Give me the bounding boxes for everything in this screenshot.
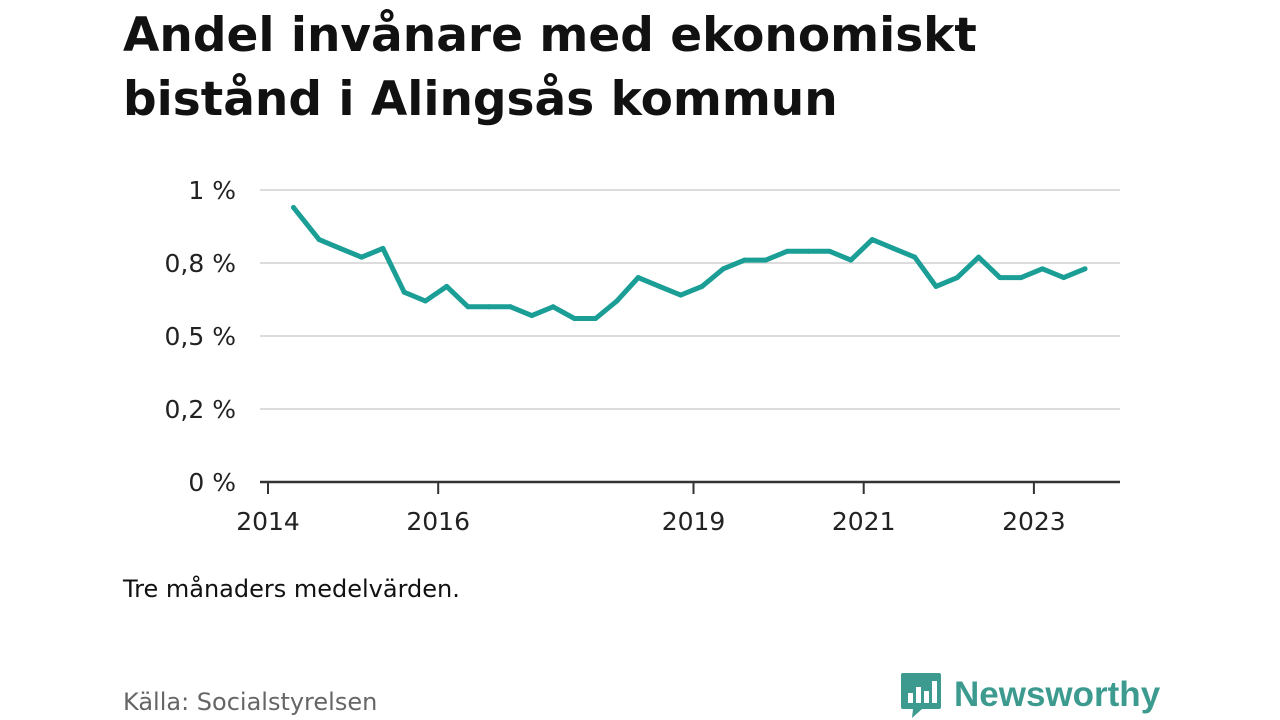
data-point xyxy=(465,304,471,310)
bar-chart-bubble-icon xyxy=(901,673,941,718)
x-tick-label: 2021 xyxy=(832,507,896,536)
x-tick-label: 2023 xyxy=(1002,507,1066,536)
y-axis-labels: 0 % 0,2 % 0,5 % 0,8 % 1 % xyxy=(165,176,236,497)
data-point xyxy=(508,304,514,310)
x-axis xyxy=(260,480,1120,494)
data-point xyxy=(444,283,450,289)
data-point xyxy=(805,248,811,254)
x-tick-label: 2016 xyxy=(406,507,470,536)
chart-title-line-2: bistånd i Alingsås kommun xyxy=(123,72,838,127)
data-point xyxy=(550,304,556,310)
data-point xyxy=(656,283,662,289)
y-tick-label: 0,2 % xyxy=(165,395,236,424)
data-point xyxy=(763,257,769,263)
y-tick-label: 0 % xyxy=(188,468,236,497)
data-point xyxy=(359,254,365,260)
source-credit: Källa: Socialstyrelsen xyxy=(123,688,378,716)
y-tick-label: 1 % xyxy=(188,176,236,205)
data-point xyxy=(1039,266,1045,272)
data-point xyxy=(699,283,705,289)
data-point xyxy=(827,248,833,254)
data-point xyxy=(593,315,599,321)
data-point xyxy=(997,275,1003,281)
data-point xyxy=(933,283,939,289)
data-point xyxy=(742,257,748,263)
data-point xyxy=(784,248,790,254)
data-point xyxy=(1018,275,1024,281)
chart-title: Andel invånare med ekonomiskt bistånd i … xyxy=(123,4,1123,132)
data-point xyxy=(529,313,535,319)
data-point xyxy=(486,304,492,310)
data-point xyxy=(380,245,386,251)
data-point xyxy=(1061,275,1067,281)
brand-logo: Newsworthy xyxy=(900,670,1160,720)
data-point xyxy=(869,237,875,243)
data-point xyxy=(571,315,577,321)
series-line xyxy=(291,205,1088,321)
data-point xyxy=(635,275,641,281)
data-point xyxy=(678,292,684,298)
data-point xyxy=(954,275,960,281)
y-tick-label: 0,5 % xyxy=(165,322,236,351)
y-tick-label: 0,8 % xyxy=(165,249,236,278)
data-point xyxy=(316,237,322,243)
data-point xyxy=(401,289,407,295)
chart-note: Tre månaders medelvärden. xyxy=(123,575,460,603)
data-point xyxy=(614,298,620,304)
x-tick-label: 2014 xyxy=(236,507,300,536)
data-point xyxy=(422,298,428,304)
data-point xyxy=(890,245,896,251)
gridlines xyxy=(260,189,1120,410)
series-layer xyxy=(291,205,1088,321)
chart-title-line-1: Andel invånare med ekonomiskt xyxy=(123,8,977,63)
data-point xyxy=(720,266,726,272)
data-point xyxy=(291,205,297,211)
x-axis-labels: 2014 2016 2019 2021 2023 xyxy=(236,507,1066,536)
data-point xyxy=(976,254,982,260)
data-point xyxy=(912,254,918,260)
x-tick-label: 2019 xyxy=(662,507,726,536)
data-point xyxy=(848,257,854,263)
data-point xyxy=(1082,266,1088,272)
data-point xyxy=(337,245,343,251)
brand-name: Newsworthy xyxy=(954,675,1161,714)
